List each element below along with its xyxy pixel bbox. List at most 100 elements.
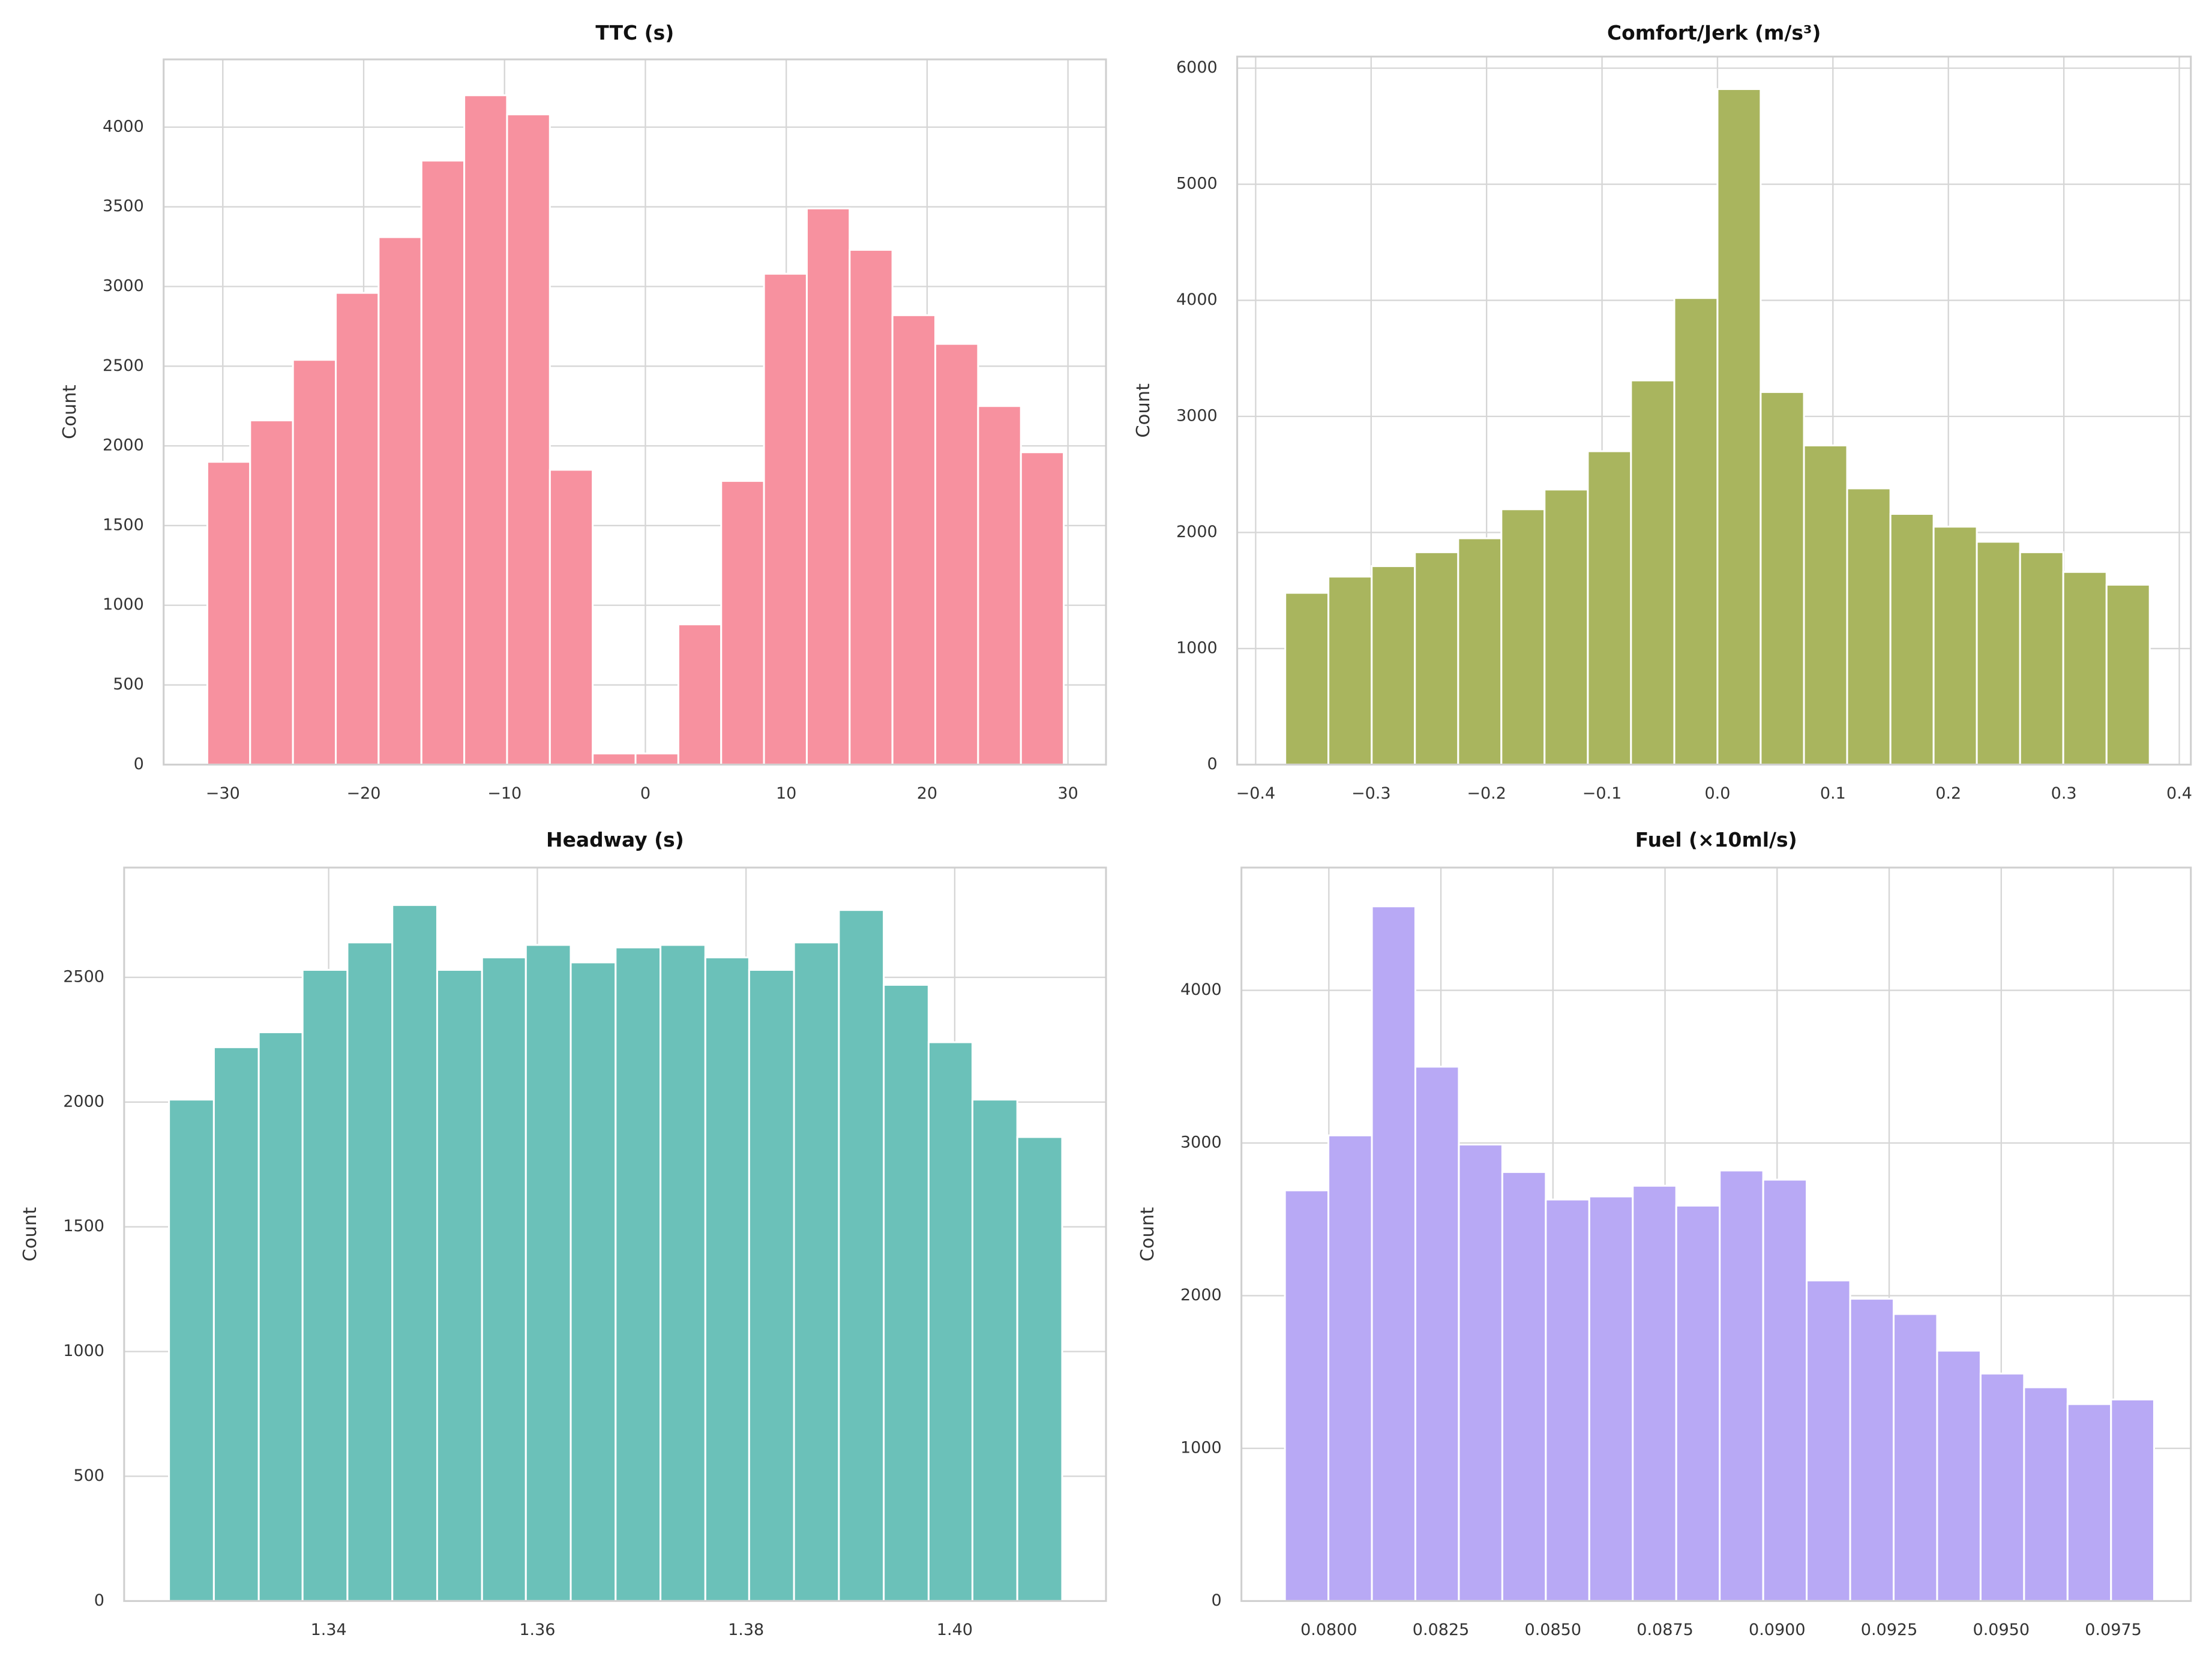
y-tick-label: 0 [1212,1591,1222,1610]
y-tick-label: 3000 [103,277,144,295]
bar [1414,551,1459,766]
bar [615,946,662,1602]
bar [301,968,349,1602]
y-tick-label: 1000 [63,1342,104,1360]
x-tick-label: −0.3 [1351,784,1391,803]
bar [1846,487,1892,766]
bar [168,1099,215,1602]
bar [2062,571,2108,766]
bar [1932,526,1978,766]
y-tick-label: 1500 [63,1217,104,1235]
bar [257,1031,304,1602]
bar [971,1099,1018,1602]
bar [805,207,851,766]
y-tick-label: 2500 [103,356,144,375]
y-tick-label: 2000 [1180,1286,1222,1304]
bar [1630,379,1676,766]
y-tick-label: 2000 [1176,523,1218,541]
bar [677,623,723,766]
bar [1587,450,1632,766]
bar [1458,1144,1503,1602]
x-tick-label: 0.3 [2051,784,2077,803]
bar [2066,1403,2112,1602]
bar [2023,1386,2069,1602]
plot-frame [1236,55,2192,766]
bar [838,909,885,1602]
bar [292,359,337,766]
y-tick-label: 2000 [63,1092,104,1111]
bar [1762,1178,1808,1602]
bar [1716,88,1762,766]
y-tick-label: 1000 [103,595,144,614]
y-tick-label: 6000 [1176,58,1218,77]
x-tick-label: 1.36 [519,1621,555,1639]
bar [1632,1184,1677,1602]
x-tick-label: −30 [206,784,240,803]
chart-title: Fuel (×10ml/s) [1635,828,1797,851]
bar [346,941,394,1602]
bar [436,968,483,1602]
plot-frame [163,58,1107,766]
chart-title: Comfort/Jerk (m/s³) [1607,21,1821,44]
x-tick-label: 1.38 [728,1621,764,1639]
bar [463,94,508,766]
bar [1020,451,1065,766]
bar [1284,1189,1330,1602]
bar [763,272,808,766]
y-tick-label: 2500 [63,967,104,986]
bar [1936,1349,1982,1602]
bar [334,292,380,766]
bar [1588,1195,1634,1602]
x-tick-label: −0.2 [1467,784,1506,803]
chart-title: Headway (s) [546,828,684,851]
x-tick-label: 30 [1057,784,1078,803]
y-tick-label: 0 [134,755,144,773]
bar [1673,297,1719,766]
bar [377,236,422,766]
y-tick-label: 0 [1207,755,1218,773]
bar [1500,508,1546,766]
x-tick-label: −0.1 [1582,784,1622,803]
bar [524,944,572,1602]
y-tick-label: 0 [94,1591,104,1610]
bar [1414,1066,1460,1602]
bar [249,419,294,766]
bar [1806,1279,1851,1602]
bar [1457,537,1503,766]
x-tick-label: 10 [776,784,796,803]
bar [1760,391,1805,766]
x-tick-label: 0.0900 [1749,1621,1806,1639]
y-axis-label: Count [59,385,80,439]
x-tick-label: 0.2 [1935,784,1961,803]
x-tick-label: −20 [346,784,380,803]
bar [206,461,251,766]
bar [1803,444,1848,766]
bar [1892,1313,1938,1602]
y-tick-label: 4000 [1176,290,1218,309]
x-tick-label: 0.0 [1704,784,1730,803]
bar [1719,1169,1764,1602]
bar [1979,1372,2025,1602]
y-axis-label: Count [1133,383,1154,438]
bar [1371,905,1417,1602]
bar [891,314,937,766]
bar [481,956,527,1602]
bar [1327,575,1373,766]
plot-frame [123,866,1107,1602]
bar [1543,488,1589,766]
x-tick-label: 0.4 [2166,784,2192,803]
bar [883,983,930,1602]
y-tick-label: 3500 [103,197,144,215]
x-tick-label: 20 [917,784,937,803]
x-tick-label: −10 [487,784,521,803]
bar [793,941,840,1602]
x-tick-label: 0.0800 [1300,1621,1357,1639]
x-tick-label: 0 [640,784,651,803]
y-tick-label: 1000 [1180,1438,1222,1457]
y-tick-label: 4000 [1180,980,1222,999]
y-axis-label: Count [1137,1207,1158,1262]
x-tick-label: 0.0950 [1973,1621,2030,1639]
bar [1371,565,1416,766]
bar [2019,551,2064,766]
